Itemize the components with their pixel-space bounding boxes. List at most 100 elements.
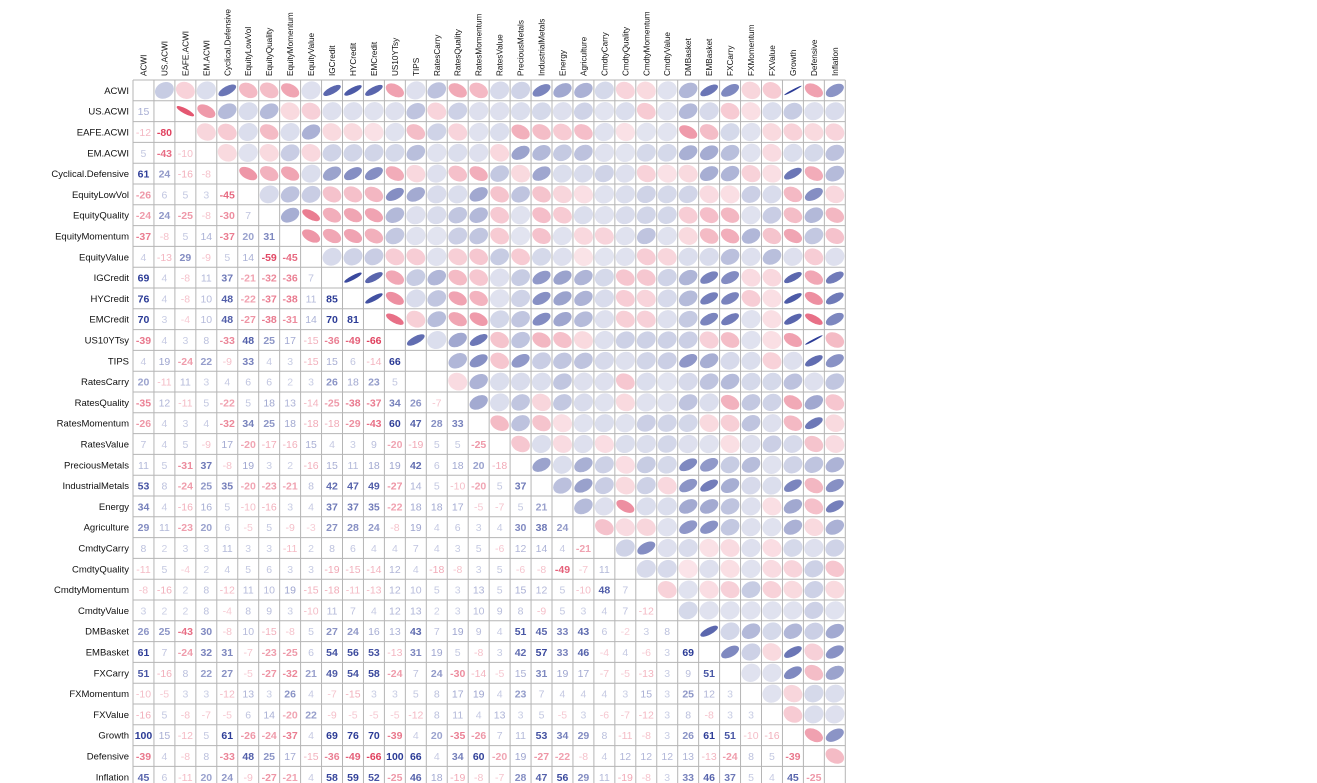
correlation-value: 3: [308, 564, 314, 576]
correlation-value: -8: [474, 772, 483, 783]
correlation-ellipse: [657, 331, 677, 349]
correlation-ellipse: [322, 144, 342, 162]
correlation-value: -21: [241, 273, 256, 285]
correlation-value: 5: [203, 730, 209, 742]
correlation-ellipse: [532, 393, 552, 412]
correlation-value: -43: [157, 148, 172, 160]
correlation-ellipse: [615, 290, 635, 307]
correlation-value: 24: [368, 522, 380, 534]
correlation-value: 11: [243, 585, 254, 597]
correlation-ellipse: [364, 102, 384, 121]
correlation-ellipse: [532, 227, 551, 245]
correlation-ellipse: [531, 372, 552, 391]
correlation-ellipse: [469, 395, 488, 410]
correlation-value: -37: [220, 231, 235, 243]
column-label: FXCarry: [726, 45, 735, 76]
correlation-ellipse: [385, 248, 405, 266]
correlation-ellipse: [825, 102, 845, 121]
correlation-value: 29: [138, 522, 150, 534]
correlation-value: -27: [262, 772, 277, 783]
correlation-value: -18: [429, 564, 444, 576]
correlation-value: -26: [136, 418, 151, 430]
correlation-ellipse: [825, 83, 844, 98]
correlation-value: -15: [303, 751, 318, 763]
correlation-ellipse: [594, 101, 614, 121]
correlation-value: -8: [390, 522, 399, 534]
correlation-ellipse: [594, 414, 614, 433]
correlation-ellipse: [553, 332, 572, 348]
correlation-ellipse: [825, 271, 844, 284]
correlation-ellipse: [553, 206, 572, 224]
correlation-ellipse: [490, 331, 509, 349]
correlation-ellipse: [804, 622, 824, 640]
correlation-value: 27: [326, 522, 338, 534]
correlation-value: 7: [434, 626, 440, 638]
correlation-ellipse: [259, 185, 279, 204]
correlation-ellipse: [804, 684, 824, 703]
correlation-value: 3: [182, 689, 188, 701]
correlation-value: 20: [138, 377, 150, 389]
correlation-value: 4: [203, 418, 209, 430]
correlation-value: 3: [622, 689, 628, 701]
correlation-ellipse: [741, 456, 761, 473]
correlation-value: 5: [245, 564, 251, 576]
correlation-ellipse: [657, 143, 677, 162]
correlation-ellipse: [825, 312, 844, 326]
correlation-ellipse: [762, 143, 782, 162]
correlation-ellipse: [427, 330, 447, 350]
correlation-ellipse: [511, 269, 530, 286]
correlation-ellipse: [825, 500, 844, 513]
correlation-value: 47: [347, 481, 359, 493]
correlation-ellipse: [720, 581, 740, 599]
correlation-ellipse: [741, 165, 761, 183]
correlation-value: 70: [138, 314, 150, 326]
correlation-ellipse: [552, 435, 573, 453]
correlation-ellipse: [448, 206, 468, 224]
correlation-value: -7: [432, 397, 441, 409]
correlation-value: 3: [748, 709, 754, 721]
correlation-ellipse: [553, 291, 572, 306]
correlation-ellipse: [615, 269, 635, 286]
correlation-ellipse: [511, 331, 530, 349]
correlation-value: 3: [203, 377, 209, 389]
correlation-value: 5: [518, 501, 524, 513]
correlation-value: 17: [578, 668, 590, 680]
correlation-ellipse: [699, 414, 719, 433]
correlation-value: 69: [326, 730, 338, 742]
correlation-ellipse: [448, 143, 468, 162]
column-label: Cyclical.Defensive: [223, 9, 232, 76]
correlation-value: -36: [283, 273, 298, 285]
correlation-ellipse: [322, 166, 342, 181]
correlation-value: 5: [245, 397, 251, 409]
correlation-ellipse: [594, 247, 614, 267]
correlation-ellipse: [657, 289, 677, 308]
correlation-value: 10: [473, 605, 485, 617]
correlation-ellipse: [573, 185, 593, 204]
correlation-ellipse: [615, 351, 635, 370]
correlation-ellipse: [490, 352, 509, 369]
correlation-value: 35: [368, 501, 380, 513]
correlation-value: -4: [223, 605, 232, 617]
correlation-value: 31: [263, 231, 275, 243]
correlation-value: 69: [138, 273, 150, 285]
correlation-ellipse: [574, 269, 593, 286]
correlation-value: 3: [266, 460, 272, 472]
correlation-ellipse: [700, 520, 719, 534]
correlation-value: 8: [308, 481, 314, 493]
correlation-ellipse: [469, 82, 488, 99]
correlation-value: -23: [262, 481, 277, 493]
correlation-value: 6: [350, 543, 356, 555]
correlation-ellipse: [385, 291, 404, 305]
correlation-ellipse: [510, 206, 531, 225]
correlation-value: 5: [224, 252, 230, 264]
correlation-ellipse: [469, 187, 488, 202]
correlation-value: -9: [285, 522, 294, 534]
correlation-value: 25: [682, 689, 694, 701]
correlation-value: 18: [452, 460, 464, 472]
correlation-ellipse: [678, 290, 698, 307]
correlation-value: -14: [366, 356, 381, 368]
correlation-ellipse: [720, 601, 740, 620]
correlation-value: -33: [220, 335, 235, 347]
correlation-ellipse: [783, 333, 803, 347]
correlation-ellipse: [804, 395, 824, 410]
